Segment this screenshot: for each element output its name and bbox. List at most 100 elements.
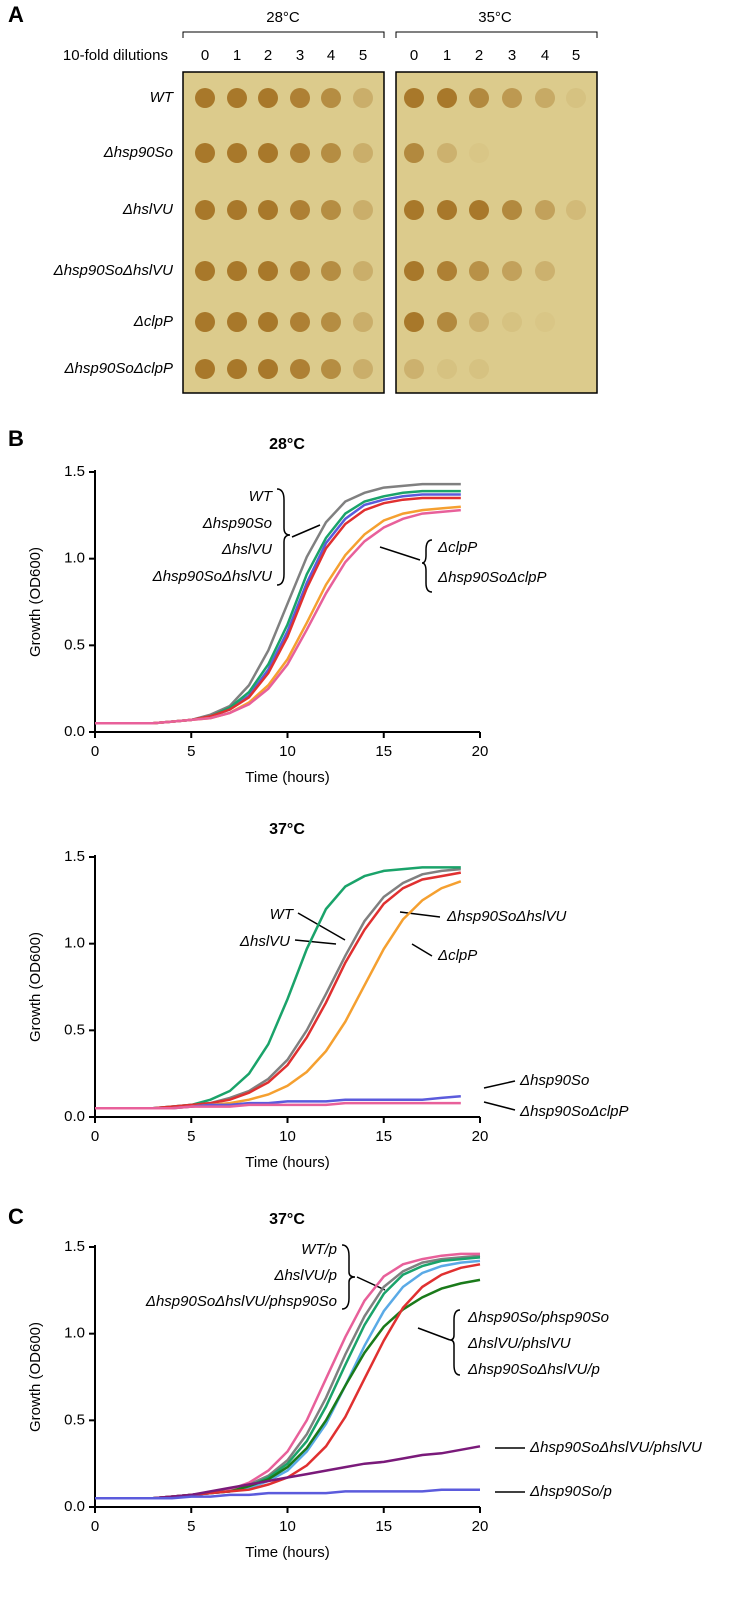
colony-spot (566, 200, 586, 220)
chart-title: 28°C (269, 436, 305, 453)
dilution-number: 3 (508, 47, 516, 64)
series-line (95, 1488, 480, 1500)
colony-spot (437, 359, 457, 379)
colony-spot (469, 200, 489, 220)
x-tick-label: 20 (472, 1518, 489, 1535)
colony-spot (502, 312, 522, 332)
colony-spot (290, 261, 310, 281)
dilution-label: 10-fold dilutions (63, 47, 168, 64)
colony-spot (195, 359, 215, 379)
colony-spot (469, 261, 489, 281)
colony-spot (195, 200, 215, 220)
colony-spot (227, 359, 247, 379)
y-tick-label: 1.0 (64, 935, 85, 952)
x-tick-label: 5 (187, 1518, 195, 1535)
series-label: Δhsp90So/phsp90So (467, 1309, 609, 1326)
temperature-label: 35°C (478, 9, 512, 26)
colony-spot (195, 261, 215, 281)
colony-spot (353, 143, 373, 163)
y-axis-label: Growth (OD600) (27, 1322, 44, 1432)
dilution-number: 2 (475, 47, 483, 64)
colony-spot (227, 312, 247, 332)
series-label: WT (270, 906, 295, 923)
colony-spot (227, 143, 247, 163)
colony-spot (502, 200, 522, 220)
annotation-arrows (341, 1244, 525, 1493)
annotation-arrows (294, 911, 516, 1111)
colony-spot (290, 200, 310, 220)
colony-spot (258, 359, 278, 379)
colony-spot (290, 88, 310, 108)
series-label: WT (249, 488, 274, 505)
colony-spot (404, 200, 424, 220)
colony-spot (404, 359, 424, 379)
colony-spot (535, 200, 555, 220)
colony-spot (437, 312, 457, 332)
series-label: Δhsp90SoΔhslVU/p (467, 1361, 600, 1378)
colony-spot (258, 312, 278, 332)
series-line (95, 493, 461, 725)
series-label: Δhsp90SoΔclpP (519, 1103, 629, 1120)
colony-spot (321, 261, 341, 281)
y-tick-label: 0.5 (64, 1411, 85, 1428)
colony-spot (227, 88, 247, 108)
y-tick-label: 1.5 (64, 463, 85, 480)
dilution-number: 3 (296, 47, 304, 64)
colony-spot (258, 143, 278, 163)
y-tick-label: 1.0 (64, 550, 85, 567)
dilution-number: 0 (410, 47, 418, 64)
colony-spot (535, 88, 555, 108)
colony-spot (258, 261, 278, 281)
series-line (95, 496, 461, 725)
y-axis-label: Growth (OD600) (27, 547, 44, 657)
colony-spot (195, 88, 215, 108)
x-tick-label: 20 (472, 743, 489, 760)
colony-spot (502, 88, 522, 108)
dilution-number: 1 (443, 47, 451, 64)
y-tick-label: 1.0 (64, 1325, 85, 1342)
dilution-number: 1 (233, 47, 241, 64)
dilution-number: 4 (541, 47, 549, 64)
y-tick-label: 1.5 (64, 848, 85, 865)
colony-spot (535, 261, 555, 281)
x-tick-label: 15 (375, 1518, 392, 1535)
strain-label: ΔhslVU (122, 201, 173, 218)
chart-title: 37°C (269, 821, 305, 838)
x-tick-label: 5 (187, 1128, 195, 1145)
strain-label: Δhsp90SoΔhslVU (53, 262, 174, 279)
series-label: Δhsp90SoΔhslVU/phsp90So (145, 1293, 337, 1310)
series-label: ΔhslVU (221, 541, 272, 558)
dilution-number: 5 (572, 47, 580, 64)
colony-spot (321, 200, 341, 220)
x-tick-label: 10 (279, 1518, 296, 1535)
colony-spot (290, 359, 310, 379)
x-axis-label: Time (hours) (245, 1544, 329, 1561)
panel-label: A (8, 2, 24, 27)
colony-spot (437, 200, 457, 220)
y-tick-label: 1.5 (64, 1238, 85, 1255)
series-line (95, 508, 461, 725)
annotation-arrows (276, 488, 433, 593)
chart-title: 37°C (269, 1211, 305, 1228)
series-label: Δhsp90SoΔhslVU/phslVU (529, 1439, 702, 1456)
colony-spot (353, 312, 373, 332)
x-tick-label: 15 (375, 1128, 392, 1145)
colony-spot (469, 143, 489, 163)
series-line (95, 482, 461, 725)
colony-spot (566, 88, 586, 108)
dilution-number: 2 (264, 47, 272, 64)
series-label: Δhsp90SoΔclpP (437, 569, 547, 586)
bracket (182, 31, 598, 38)
x-tick-label: 10 (279, 743, 296, 760)
colony-spot (404, 143, 424, 163)
colony-spot (321, 359, 341, 379)
colony-spot (469, 359, 489, 379)
dilution-number: 4 (327, 47, 335, 64)
temperature-label: 28°C (266, 9, 300, 26)
colony-spot (195, 143, 215, 163)
series-label: Δhsp90SoΔhslVU (446, 908, 567, 925)
colony-spot (321, 312, 341, 332)
colony-spot (437, 143, 457, 163)
series-label: Δhsp90SoΔhslVU (152, 568, 273, 585)
